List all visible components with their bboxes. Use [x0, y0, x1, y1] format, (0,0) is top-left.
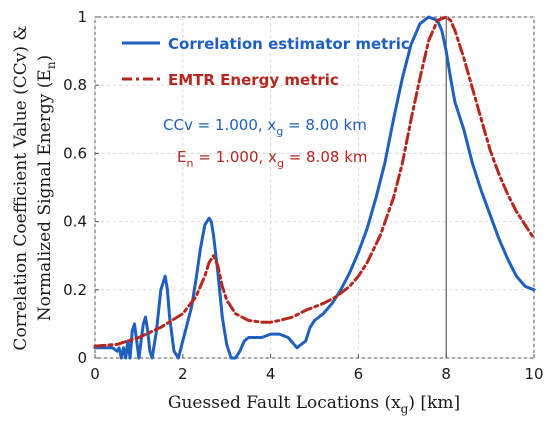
legend-label-correlation: Correlation estimator metric [168, 35, 410, 53]
annotation-ccv-suffix: = 8.00 km [283, 116, 367, 134]
x-tick-label: 2 [178, 365, 188, 383]
y-tick-label: 0.6 [63, 144, 87, 162]
y-axis-title-line2-sub: n [44, 61, 58, 69]
x-tick-label: 6 [354, 365, 364, 383]
x-axis-title: Guessed Fault Locations (xg) [km] [168, 393, 460, 416]
annotation-en-suffix: = 8.08 km [284, 148, 368, 166]
series-line-correlation [93, 15, 536, 360]
y-axis-title-line2-main: Normalized Signal Energy (E [35, 69, 55, 321]
y-tick-label: 0.4 [63, 213, 87, 231]
x-axis-ticks: 0 2 4 6 8 10 [90, 354, 544, 383]
y-tick-label: 1 [77, 8, 87, 26]
annotation-ccv: CCv = 1.000, xg = 8.00 km [163, 116, 367, 138]
annotation-en-mid: = 1.000, x [193, 148, 277, 166]
annotation-en-sub2: g [277, 157, 284, 170]
x-axis-title-main: Guessed Fault Locations (x [168, 393, 401, 413]
y-tick-label: 0.8 [63, 76, 87, 94]
x-axis-title-tail: ) [km] [408, 393, 460, 413]
series-group [93, 15, 536, 360]
series-line-emtr [93, 15, 536, 348]
annotation-en: En = 1.000, xg = 8.08 km [177, 148, 368, 170]
y-axis-ticks: 0 0.2 0.4 0.6 0.8 1 [63, 8, 99, 367]
x-tick-label: 10 [524, 365, 543, 383]
x-axis-title-sub: g [401, 402, 409, 416]
x-tick-label: 4 [266, 365, 276, 383]
annotation-en-prefix: E [177, 148, 186, 166]
y-tick-label: 0.2 [63, 281, 87, 299]
annotation-en-sub: n [186, 157, 193, 170]
legend-label-emtr: EMTR Energy metric [168, 71, 339, 89]
legend: Correlation estimator metric EMTR Energy… [122, 35, 410, 89]
annotation-ccv-prefix: CCv = 1.000, x [163, 116, 276, 134]
x-tick-label: 0 [90, 365, 100, 383]
y-axis-title-line1: Correlation Coefficient Value (CCv) & [11, 25, 31, 350]
y-axis-title-line2-tail: ) [35, 55, 55, 62]
y-tick-label: 0 [77, 349, 87, 367]
y-axis-title-line2: Normalized Signal Energy (En) [35, 55, 58, 321]
x-tick-label: 8 [441, 365, 451, 383]
annotation-ccv-sub: g [276, 125, 283, 138]
